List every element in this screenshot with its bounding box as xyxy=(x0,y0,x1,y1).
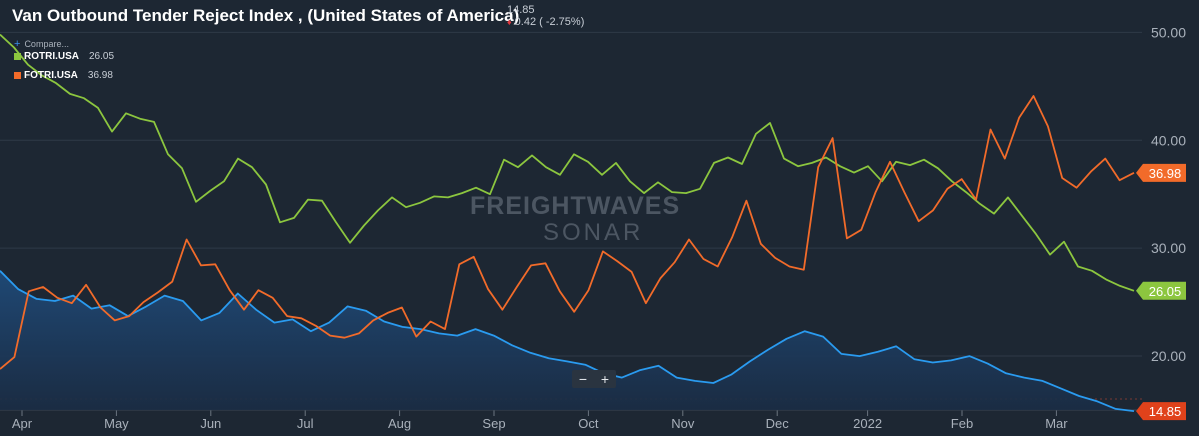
zoom-out-button[interactable]: − xyxy=(578,371,588,387)
y-tick-label: 50.00 xyxy=(1151,24,1186,40)
x-tick-label: Sep xyxy=(482,416,505,431)
x-tick-label: Oct xyxy=(578,416,599,431)
down-triangle-icon: ♦ xyxy=(507,17,512,27)
last-value-label: 26.05 xyxy=(1149,284,1182,299)
last-value-label: 36.98 xyxy=(1149,166,1182,181)
y-tick-label: 40.00 xyxy=(1151,132,1186,148)
legend-item-fotri[interactable]: FOTRI.USA 36.98 xyxy=(14,70,113,81)
watermark-freightwaves: FREIGHTWAVES xyxy=(470,192,681,220)
y-tick-label: 30.00 xyxy=(1151,240,1186,256)
last-value-badge xyxy=(1136,163,1186,182)
x-tick-label: Mar xyxy=(1045,416,1068,431)
plus-icon: + xyxy=(14,38,21,50)
x-tick-label: May xyxy=(104,416,129,431)
last-value-badge xyxy=(1136,281,1186,300)
watermark-sonar: SONAR xyxy=(543,219,644,246)
x-tick-label: Dec xyxy=(766,416,790,431)
compare-button[interactable]: + Compare... xyxy=(14,38,69,50)
series-line-fotri-usa xyxy=(0,95,1135,370)
legend-item-rotri[interactable]: ROTRI.USA 26.05 xyxy=(14,51,114,62)
series-area xyxy=(0,270,1134,412)
current-value-block: 14.85 ♦ 0.42 ( -2.75%) xyxy=(507,4,584,28)
x-tick-label: Feb xyxy=(951,416,973,431)
series-line-rotri-usa xyxy=(0,33,1135,292)
legend-value: 26.05 xyxy=(89,51,115,62)
legend-swatch xyxy=(14,53,21,60)
last-value-badge xyxy=(1136,402,1186,421)
last-value-label: 14.85 xyxy=(1149,404,1182,419)
x-tick-label: Jul xyxy=(297,416,314,431)
legend-value: 36.98 xyxy=(87,70,113,81)
zoom-controls: − + xyxy=(572,370,616,388)
change-value: 0.42 ( -2.75%) xyxy=(514,16,585,28)
zoom-in-button[interactable]: + xyxy=(600,371,610,387)
legend-swatch xyxy=(14,72,21,79)
series-line-votri-usa xyxy=(0,270,1135,412)
compare-label: Compare... xyxy=(24,39,69,49)
y-tick-label: 20.00 xyxy=(1151,348,1186,364)
legend-name: ROTRI.USA xyxy=(24,51,79,62)
x-tick-label: 2022 xyxy=(853,416,882,431)
x-tick-label: Jun xyxy=(200,416,221,431)
x-tick-label: Nov xyxy=(671,416,695,431)
x-tick-label: Apr xyxy=(12,416,33,431)
legend-name: FOTRI.USA xyxy=(24,70,78,81)
chart-title: Van Outbound Tender Reject Index , (Unit… xyxy=(12,6,520,25)
x-tick-label: Aug xyxy=(388,416,411,431)
current-value: 14.85 xyxy=(507,4,535,16)
